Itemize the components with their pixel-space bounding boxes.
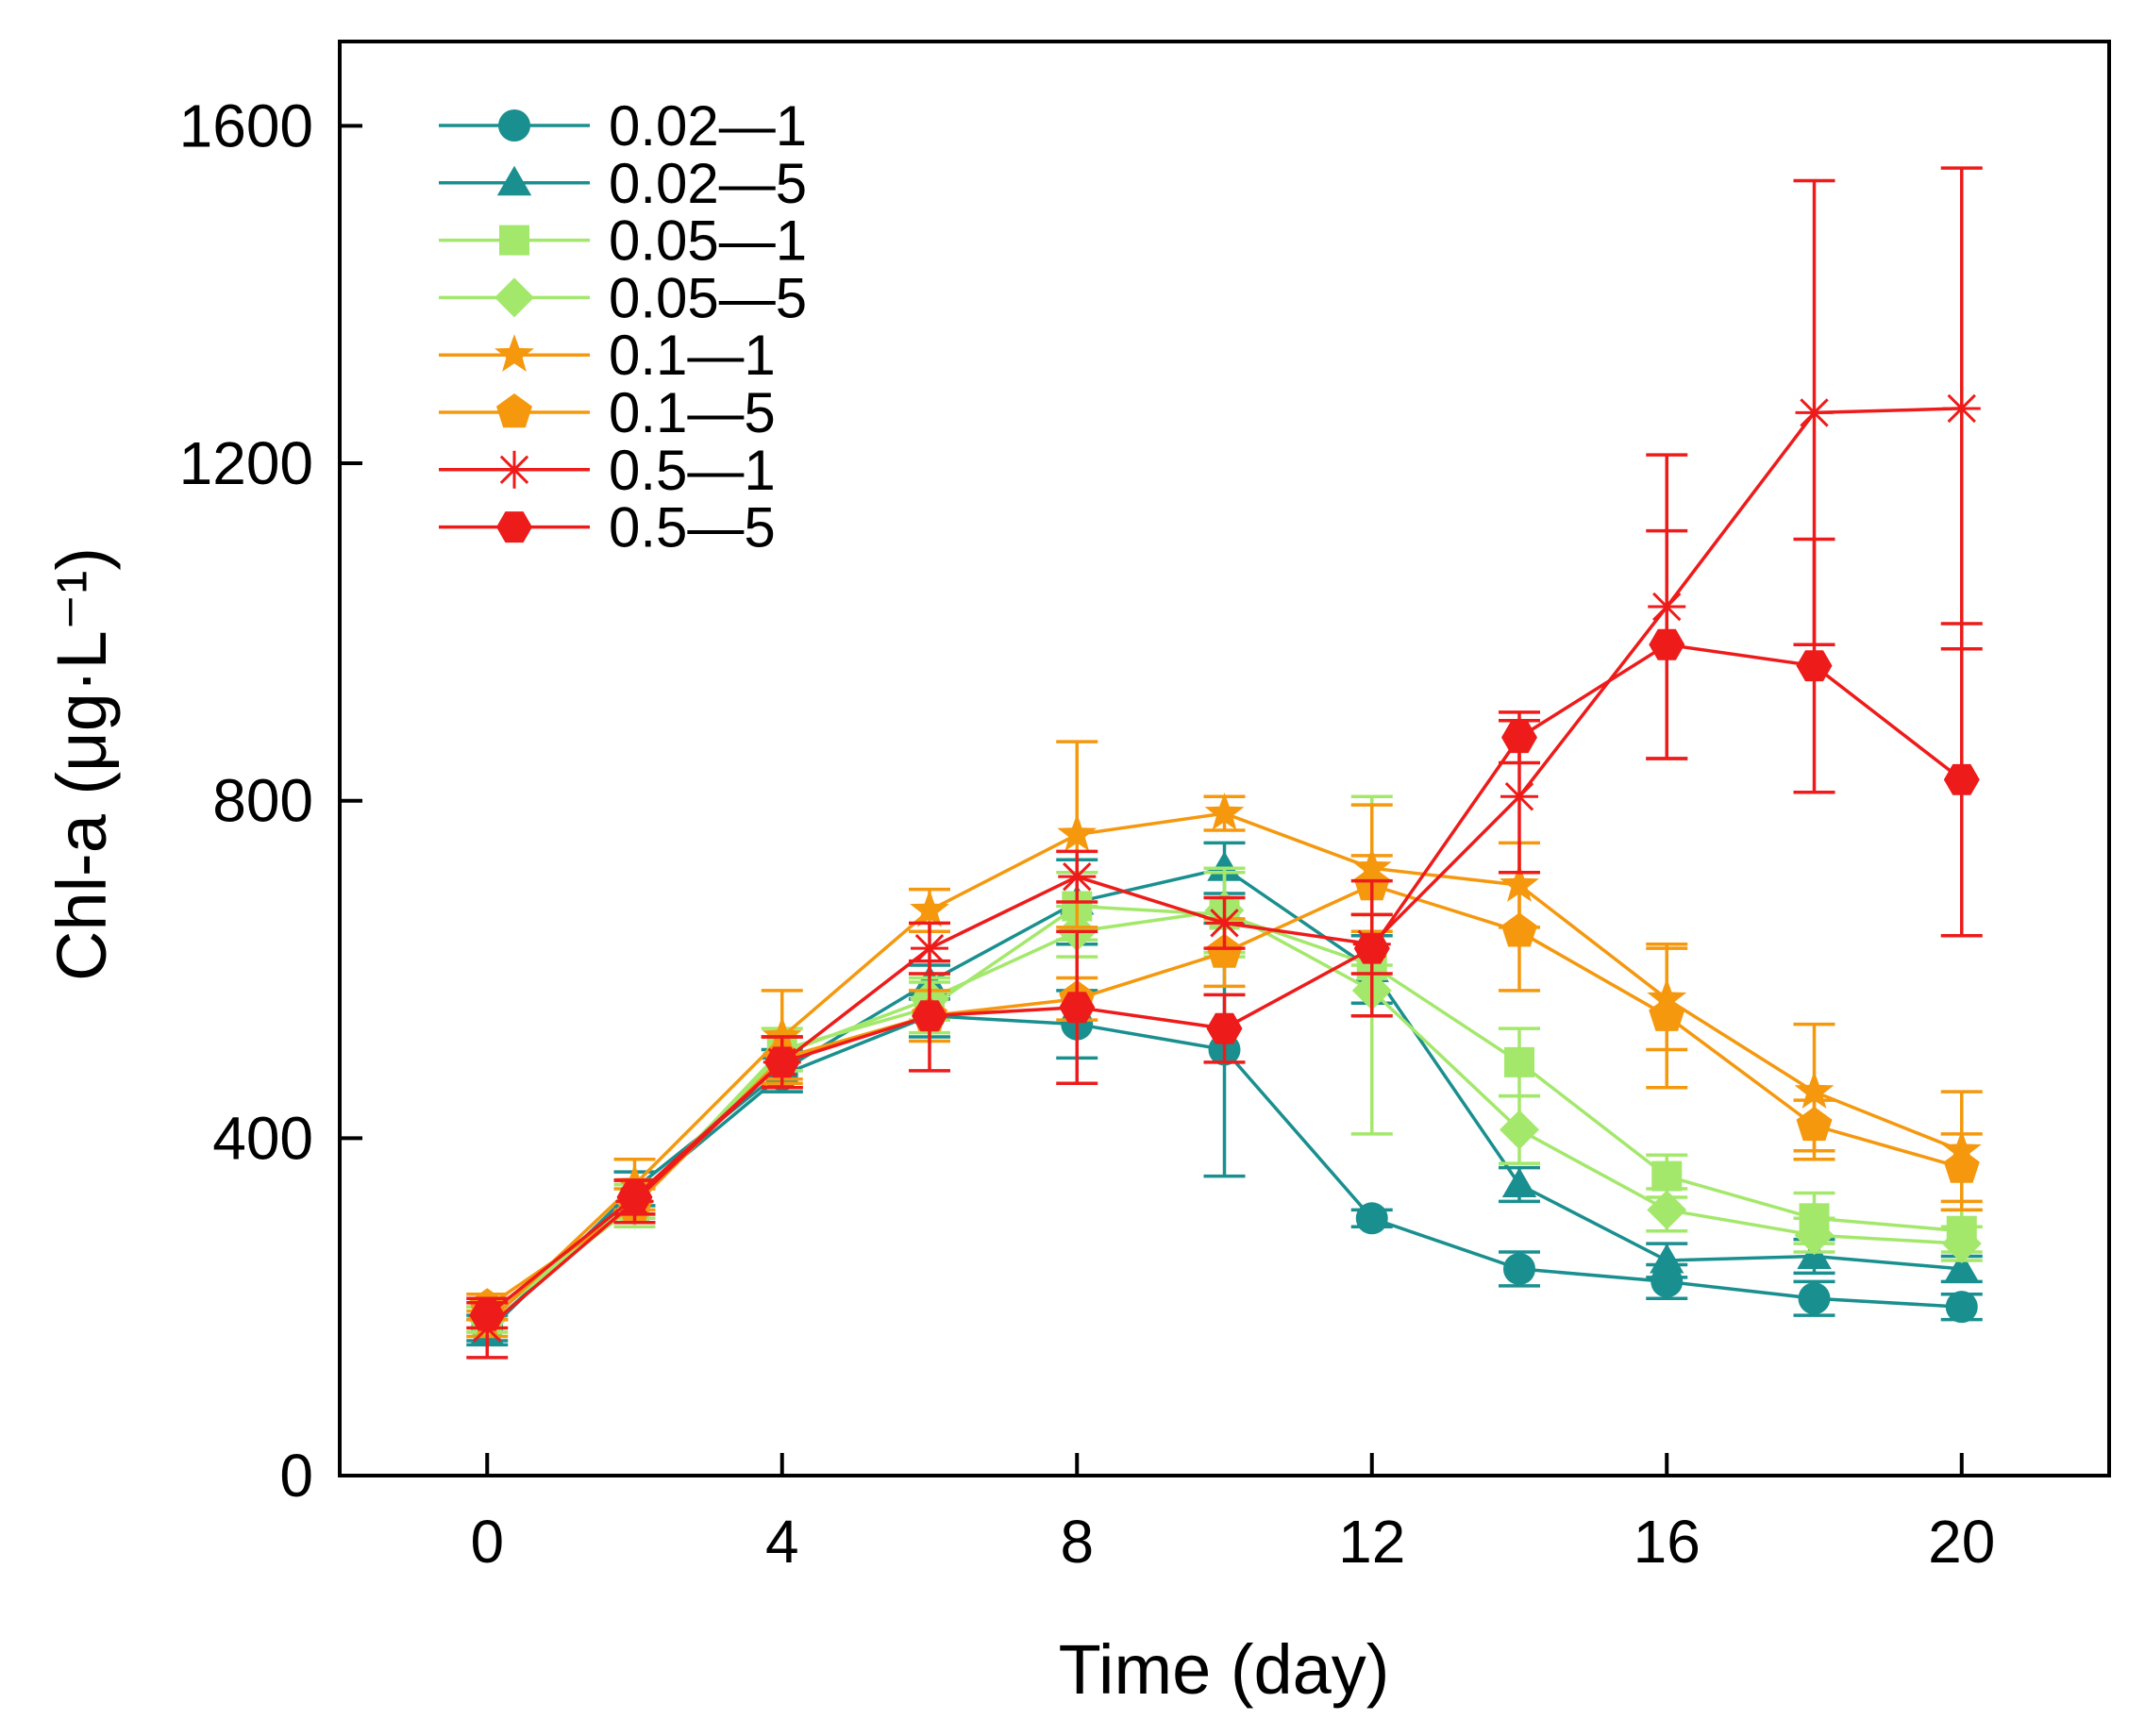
series-0.5—5 xyxy=(466,528,1983,1331)
marker-asterisk xyxy=(495,450,533,489)
marker-hexagon xyxy=(496,511,532,543)
axis-ticks: 0 4 8 12 16 20 0 400 800 1200 1600 xyxy=(179,92,1996,1576)
legend: 0.02—10.02—50.05—10.05—50.1—10.1—50.5—10… xyxy=(439,94,807,559)
marker-diamond xyxy=(1500,1110,1539,1150)
marker-star xyxy=(762,1016,802,1054)
marker-asterisk-stroke xyxy=(1947,393,1976,424)
marker-hexagon xyxy=(1353,932,1390,964)
marker-pentagon xyxy=(1649,996,1685,1031)
marker-pentagon xyxy=(1501,912,1537,947)
marker-square xyxy=(499,225,529,256)
marker-asterisk xyxy=(1942,389,1981,427)
marker-hexagon xyxy=(1796,650,1833,682)
marker-asterisk-stroke xyxy=(914,933,945,963)
marker-hexagon xyxy=(1943,763,1980,795)
marker-star xyxy=(910,889,949,927)
marker-circle xyxy=(1355,1202,1388,1235)
y-tick-label: 0 xyxy=(279,1442,313,1510)
marker-circle xyxy=(498,109,530,142)
marker-triangle xyxy=(1944,1251,1979,1282)
marker-hexagon xyxy=(912,1000,947,1032)
marker-star xyxy=(1794,1071,1835,1109)
legend-label: 0.1—1 xyxy=(609,324,776,387)
legend-entry: 0.5—1 xyxy=(439,439,776,502)
marker-square xyxy=(1504,1046,1534,1077)
x-tick-label: 4 xyxy=(765,1508,799,1576)
marker-circle xyxy=(1945,1291,1978,1324)
marker-asterisk xyxy=(1795,393,1834,432)
marker-triangle xyxy=(1501,1167,1537,1197)
legend-entry: 0.5—5 xyxy=(439,496,776,559)
marker-circle xyxy=(1503,1252,1535,1285)
legend-entry: 0.1—5 xyxy=(439,381,776,444)
y-tick-label: 1200 xyxy=(179,429,313,497)
legend-label: 0.1—5 xyxy=(609,381,776,444)
marker-hexagon xyxy=(616,1181,653,1213)
marker-hexagon xyxy=(1501,722,1537,754)
marker-hexagon xyxy=(1059,992,1096,1024)
marker-hexagon xyxy=(1649,628,1685,660)
legend-entry: 0.02—1 xyxy=(439,94,807,158)
marker-triangle xyxy=(1650,1244,1684,1274)
marker-hexagon xyxy=(763,1046,800,1078)
marker-diamond xyxy=(1941,1224,1982,1264)
x-tick-label: 0 xyxy=(470,1508,504,1576)
legend-entry: 0.05—5 xyxy=(439,266,807,329)
marker-diamond xyxy=(1794,1215,1835,1256)
legend-label: 0.02—5 xyxy=(609,152,807,215)
marker-asterisk-stroke xyxy=(499,455,529,485)
marker-circle xyxy=(1798,1282,1831,1315)
y-axis-title: Chl-a (μg·L⁻¹) xyxy=(42,547,121,981)
marker-pentagon xyxy=(496,393,532,428)
x-tick-label: 20 xyxy=(1928,1508,1995,1576)
legend-label: 0.02—1 xyxy=(609,94,807,158)
y-tick-label: 1600 xyxy=(179,92,313,159)
marker-asterisk-stroke xyxy=(1063,861,1092,892)
x-tick-label: 16 xyxy=(1634,1508,1701,1576)
legend-label: 0.05—1 xyxy=(609,209,807,273)
marker-pentagon xyxy=(1206,933,1243,968)
marker-triangle xyxy=(496,165,532,196)
legend-entry: 0.05—1 xyxy=(439,209,807,273)
marker-pentagon xyxy=(1796,1106,1833,1142)
marker-star xyxy=(1204,793,1245,830)
series-0.1—1 xyxy=(466,740,1983,1341)
marker-asterisk-stroke xyxy=(1210,909,1239,938)
marker-diamond xyxy=(494,277,534,318)
legend-entry: 0.1—1 xyxy=(439,324,776,387)
marker-circle xyxy=(1651,1265,1684,1298)
legend-entry: 0.02—5 xyxy=(439,152,807,215)
marker-asterisk-stroke xyxy=(1504,782,1534,811)
marker-asterisk xyxy=(1058,858,1097,896)
legend-label: 0.5—1 xyxy=(609,439,776,502)
legend-label: 0.05—5 xyxy=(609,266,807,329)
marker-square xyxy=(1651,1160,1683,1192)
series-layer xyxy=(466,166,1983,1360)
x-tick-label: 12 xyxy=(1338,1508,1405,1576)
marker-asterisk xyxy=(1500,777,1538,816)
marker-diamond xyxy=(1647,1190,1687,1230)
marker-star xyxy=(494,334,534,372)
y-tick-label: 400 xyxy=(212,1104,313,1172)
y-tick-label: 800 xyxy=(212,767,313,835)
x-axis-title: Time (day) xyxy=(1059,1630,1390,1709)
x-tick-label: 8 xyxy=(1060,1508,1094,1576)
plot-frame xyxy=(338,40,2111,1477)
marker-hexagon xyxy=(1206,1012,1243,1044)
legend-label: 0.5—5 xyxy=(609,496,776,559)
marker-asterisk-stroke xyxy=(1800,398,1829,427)
marker-star xyxy=(1057,813,1098,852)
marker-asterisk xyxy=(1205,904,1244,943)
marker-pentagon xyxy=(1943,1148,1980,1183)
marker-hexagon xyxy=(469,1299,506,1331)
